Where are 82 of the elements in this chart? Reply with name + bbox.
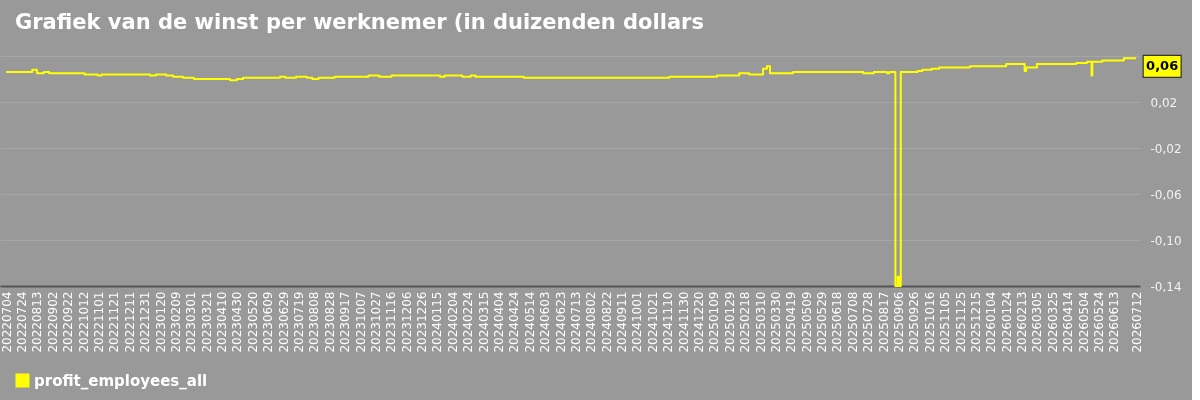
x-tick-label: 20240404: [491, 291, 506, 353]
x-tick-label: 20260524: [1091, 291, 1106, 353]
x-tick-label: 20250926: [907, 291, 922, 353]
x-tick-label: 20240424: [507, 291, 522, 353]
x-tick-label: 20250310: [753, 291, 768, 353]
y-tick-label: -0,06: [1150, 187, 1182, 202]
x-tick-label: 20220902: [45, 291, 60, 353]
annotation: 0,06: [1146, 58, 1179, 74]
x-tick-label: 20260213: [1015, 291, 1030, 353]
x-tick-label: 20230629: [276, 291, 291, 353]
x-tick-label: 20230410: [215, 291, 230, 353]
x-tick-label: 20230321: [199, 291, 214, 353]
x-tick-label: 20250129: [722, 291, 737, 353]
y-tick-label: 0,02: [1150, 95, 1178, 110]
x-tick-label: 20260104: [984, 291, 999, 353]
y-tick-label: -0,10: [1150, 233, 1182, 248]
chart-title: Grafiek van de winst per werknemer (in duizenden dollars: [15, 10, 704, 34]
x-tick-label: 20260124: [999, 291, 1014, 353]
x-tick-label: 20250618: [830, 291, 845, 353]
x-tick-label: 20240623: [553, 291, 568, 353]
x-tick-label: 20260504: [1076, 291, 1091, 353]
x-tick-label: 20220724: [15, 291, 30, 353]
x-tick-label: 20221012: [76, 291, 91, 353]
legend-label: profit_employees_all: [34, 371, 208, 390]
x-tick-label: 20250330: [768, 291, 783, 353]
x-tick-label: 20231206: [399, 291, 414, 353]
x-tick-label: 20231027: [368, 291, 383, 353]
x-tick-label: 20251215: [968, 291, 983, 353]
x-tick-label: 20240802: [584, 291, 599, 353]
x-tick-label: 20230120: [153, 291, 168, 353]
x-tick-label: 20251125: [953, 291, 968, 353]
x-tick-label: 20250728: [861, 291, 876, 353]
x-tick-label: 20240822: [599, 291, 614, 353]
x-tick-label: 20230917: [338, 291, 353, 353]
x-tick-label: 20240204: [445, 291, 460, 353]
x-tick-label: 20241220: [691, 291, 706, 353]
x-tick-label: 20251016: [922, 291, 937, 353]
x-tick-label: 20241130: [676, 291, 691, 353]
y-tick-label: -0,14: [1150, 279, 1182, 294]
x-tick-label: 20221231: [138, 291, 153, 353]
x-tick-label: 20221101: [91, 291, 106, 353]
x-tick-label: 20230520: [245, 291, 260, 353]
x-tick-label: 20251105: [938, 291, 953, 353]
x-tick-label: 20260325: [1045, 291, 1060, 353]
x-tick-label: 20240315: [476, 291, 491, 353]
x-tick-label: 20221211: [122, 291, 137, 353]
x-tick-label: 20221121: [107, 291, 122, 353]
x-tick-label: 20220704: [0, 291, 14, 353]
x-tick-label: 20230719: [291, 291, 306, 353]
x-tick-label: 20250419: [784, 291, 799, 353]
x-tick-label: 20240115: [430, 291, 445, 353]
x-tick-label: 20230301: [184, 291, 199, 353]
x-tick-label: 20241001: [630, 291, 645, 353]
x-tick-label: 20230209: [168, 291, 183, 353]
x-tick-label: 20240514: [522, 291, 537, 353]
x-tick-label: 20250708: [845, 291, 860, 353]
x-tick-label: 20240603: [538, 291, 553, 353]
x-tick-label: 20250218: [738, 291, 753, 353]
x-tick-label: 20260712: [1129, 291, 1144, 353]
x-tick-label: 20260414: [1061, 291, 1076, 353]
x-tick-label: 20260613: [1107, 291, 1122, 353]
x-tick-label: 20250817: [876, 291, 891, 353]
x-tick-label: 20241110: [661, 291, 676, 353]
x-tick-label: 20240911: [615, 291, 630, 353]
y-tick-label: -0,02: [1150, 141, 1182, 156]
x-tick-label: 20231007: [353, 291, 368, 353]
x-tick-label: 20250109: [707, 291, 722, 353]
x-tick-label: 20250529: [815, 291, 830, 353]
x-tick-label: 20250906: [891, 291, 906, 353]
x-tick-label: 20220813: [30, 291, 45, 353]
x-tick-label: 20230430: [230, 291, 245, 353]
x-tick-label: 20231226: [415, 291, 430, 353]
x-tick-label: 20250509: [799, 291, 814, 353]
x-tick-label: 20231116: [384, 291, 399, 353]
x-tick-label: 20230609: [261, 291, 276, 353]
x-tick-label: 20220922: [61, 291, 76, 353]
x-tick-label: 20240224: [461, 291, 476, 353]
x-tick-label: 20260305: [1030, 291, 1045, 353]
x-tick-label: 20240713: [568, 291, 583, 353]
x-tick-label: 20230828: [322, 291, 337, 353]
x-tick-label: 20230808: [307, 291, 322, 353]
x-tick-label: 20241021: [645, 291, 660, 353]
